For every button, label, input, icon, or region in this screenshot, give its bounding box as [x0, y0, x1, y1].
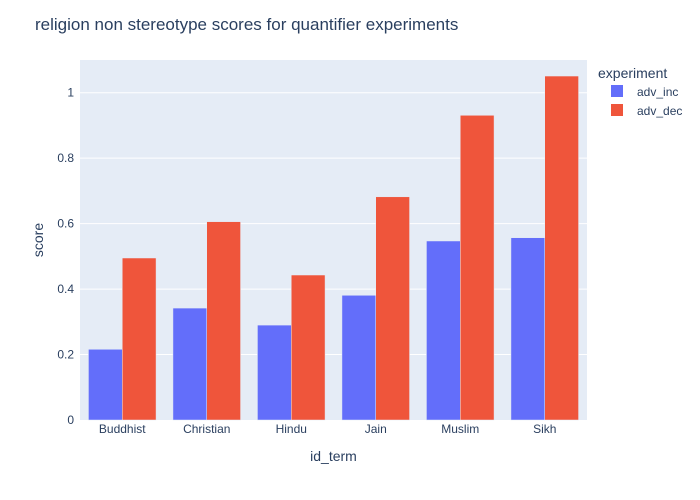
- bar-adv_dec-buddhist: [122, 257, 157, 421]
- legend-swatch-adv_inc: [611, 85, 623, 97]
- y-tick-label: 0.4: [57, 282, 74, 296]
- plot-area: [80, 60, 587, 420]
- legend: experiment adv_inc adv_dec: [598, 65, 682, 118]
- bar-adv_inc-buddhist: [88, 349, 123, 421]
- bar-adv_dec-christian: [206, 221, 241, 421]
- x-tick-label: Sikh: [533, 422, 556, 436]
- x-tick-label: Hindu: [276, 422, 307, 436]
- bar-adv_dec-sikh: [544, 75, 579, 421]
- legend-items: adv_inc adv_dec: [611, 85, 682, 118]
- y-tick-label: 0.8: [57, 151, 74, 165]
- y-tick-label: 0: [67, 413, 74, 427]
- y-tick-label: 0.6: [57, 217, 74, 231]
- bar-adv_inc-christian: [172, 307, 207, 421]
- bar-adv_inc-muslim: [426, 240, 461, 421]
- bars: [88, 75, 579, 421]
- gridlines: [80, 92, 587, 356]
- legend-swatch-adv_dec: [611, 104, 623, 116]
- x-tick-label: Muslim: [441, 422, 479, 436]
- bar-adv_dec-muslim: [460, 115, 495, 421]
- bar-adv_inc-jain: [341, 295, 377, 421]
- legend-title: experiment: [598, 65, 667, 81]
- legend-label-adv_dec: adv_dec: [637, 104, 682, 118]
- x-tick-label: Christian: [183, 422, 230, 436]
- y-axis-ticks: 0 0.2 0.4 0.6 0.8 1: [57, 86, 74, 427]
- y-tick-label: 1: [67, 86, 74, 100]
- x-axis-ticks: Buddhist Christian Hindu Jain Muslim Sikh: [99, 422, 557, 436]
- bar-adv_dec-jain: [375, 196, 410, 421]
- bar-adv_dec-hindu: [291, 274, 326, 421]
- x-tick-label: Buddhist: [99, 422, 146, 436]
- x-tick-label: Jain: [365, 422, 387, 436]
- bar-adv_inc-sikh: [510, 237, 546, 421]
- legend-label-adv_inc: adv_inc: [637, 85, 678, 99]
- bar-adv_inc-hindu: [257, 324, 292, 421]
- y-axis-title: score: [30, 223, 46, 257]
- chart-title: religion non stereotype scores for quant…: [35, 15, 458, 34]
- y-tick-label: 0.2: [57, 348, 74, 362]
- x-axis-title: id_term: [310, 448, 357, 464]
